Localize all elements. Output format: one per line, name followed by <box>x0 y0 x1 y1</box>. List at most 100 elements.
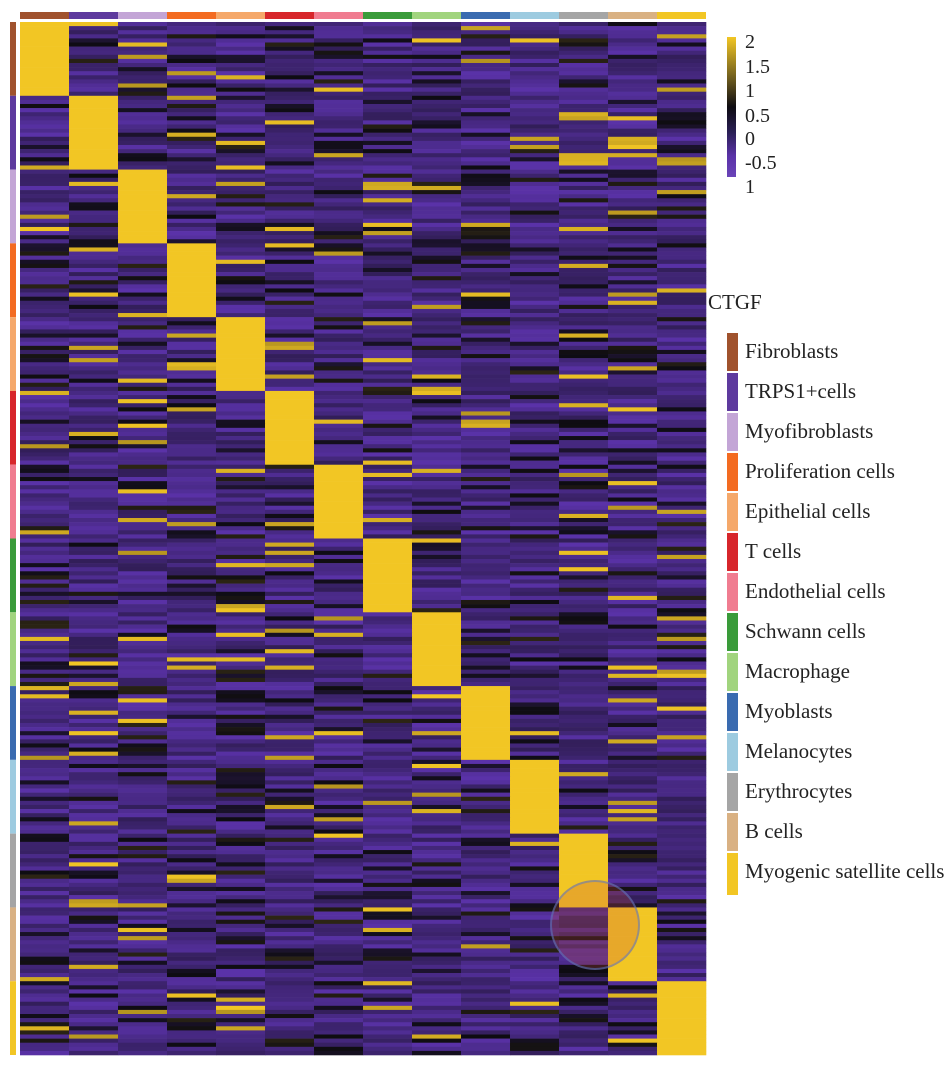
heatmap-cell <box>118 657 168 662</box>
heatmap-cell <box>20 251 70 256</box>
heatmap-cell <box>363 927 413 933</box>
heatmap-cell <box>118 99 168 105</box>
heatmap-cell <box>216 284 266 289</box>
heatmap-cell <box>216 653 266 658</box>
heatmap-cell <box>657 968 707 974</box>
heatmap-cell <box>314 313 364 318</box>
heatmap-cell <box>363 337 413 343</box>
legend-item: TRPS1+cells <box>727 373 945 411</box>
heatmap-cell <box>314 604 364 609</box>
heatmap-cell <box>559 599 609 605</box>
heatmap-cell <box>363 99 413 105</box>
heatmap-cell <box>461 702 511 707</box>
heatmap-cell <box>510 784 560 789</box>
heatmap-cell <box>461 62 511 68</box>
heatmap-cell <box>363 722 413 728</box>
heatmap-cell <box>69 989 119 994</box>
heatmap-cell <box>363 706 413 711</box>
heatmap-cell <box>510 882 560 888</box>
heatmap-cell <box>559 198 609 203</box>
heatmap-cell <box>608 202 658 207</box>
heatmap-cell <box>69 661 119 666</box>
heatmap-cell <box>216 681 266 687</box>
heatmap-cell <box>265 624 315 629</box>
heatmap-cell <box>510 657 560 662</box>
heatmap-cell <box>216 181 266 187</box>
heatmap-cell <box>69 337 119 343</box>
heatmap-cell <box>216 977 266 982</box>
heatmap-cell <box>412 608 462 613</box>
heatmap-cell <box>363 649 413 654</box>
heatmap-cell <box>412 731 462 736</box>
heatmap-cell <box>118 599 168 605</box>
heatmap-cell <box>412 194 462 199</box>
heatmap-cell <box>608 772 658 777</box>
heatmap-cell <box>69 927 119 933</box>
heatmap-cell <box>69 612 119 617</box>
heatmap-cell <box>167 333 217 338</box>
heatmap-cell <box>412 612 462 617</box>
heatmap-cell <box>608 571 658 576</box>
heatmap-cell <box>314 645 364 650</box>
heatmap-cell <box>363 841 413 847</box>
heatmap-cell <box>314 50 364 56</box>
heatmap-cell <box>167 288 217 293</box>
heatmap-cell <box>167 751 217 757</box>
heatmap-cell <box>265 313 315 318</box>
heatmap-cell <box>167 226 217 232</box>
heatmap-cell <box>118 845 168 851</box>
heatmap-cell <box>461 837 511 843</box>
heatmap-cell <box>559 776 609 781</box>
heatmap-cell <box>608 497 658 502</box>
heatmap-cell <box>216 833 266 839</box>
heatmap-cell <box>167 144 217 150</box>
heatmap-cell <box>216 267 266 273</box>
heatmap-cell <box>657 833 707 839</box>
heatmap-cell <box>657 337 707 343</box>
heatmap-cell <box>657 83 707 88</box>
heatmap-cell <box>314 522 364 527</box>
heatmap-cell <box>608 452 658 457</box>
heatmap-cell <box>510 304 560 310</box>
heatmap-cell <box>657 665 707 670</box>
heatmap-cell <box>167 645 217 650</box>
heatmap-cell <box>412 809 462 814</box>
heatmap-cell <box>265 706 315 711</box>
heatmap-cell <box>69 821 119 826</box>
heatmap-cell <box>461 854 511 859</box>
heatmap-cell <box>167 1018 217 1023</box>
heatmap-cell <box>314 591 364 597</box>
heatmap-cell <box>118 259 168 265</box>
heatmap-cell <box>363 358 413 363</box>
heatmap-cell <box>265 296 315 302</box>
heatmap-cell <box>118 194 168 199</box>
heatmap-cell <box>412 505 462 511</box>
heatmap-cell <box>20 608 70 613</box>
heatmap-cell <box>363 907 413 912</box>
heatmap-cell <box>412 440 462 445</box>
heatmap-cell <box>363 247 413 252</box>
heatmap-cell <box>314 829 364 834</box>
heatmap-cell <box>118 169 168 174</box>
heatmap-cell <box>314 587 364 593</box>
heatmap-cell <box>69 743 119 748</box>
heatmap-cell <box>69 128 119 133</box>
heatmap-cell <box>510 370 560 375</box>
heatmap-cell <box>167 79 217 84</box>
heatmap-cell <box>461 95 511 101</box>
heatmap-cell <box>265 829 315 834</box>
heatmap-cell <box>461 22 511 27</box>
heatmap-cell <box>20 571 70 576</box>
heatmap-cell <box>608 440 658 445</box>
heatmap-cell <box>412 366 462 371</box>
heatmap-cell <box>363 923 413 929</box>
heatmap-cell <box>216 567 266 572</box>
heatmap-cell <box>657 993 707 998</box>
heatmap-cell <box>608 567 658 572</box>
heatmap-cell <box>216 505 266 511</box>
heatmap-cell <box>69 452 119 457</box>
heatmap-cell <box>69 321 119 326</box>
heatmap-cell <box>510 681 560 687</box>
heatmap-cell <box>167 313 217 318</box>
heatmap-cell <box>363 390 413 396</box>
